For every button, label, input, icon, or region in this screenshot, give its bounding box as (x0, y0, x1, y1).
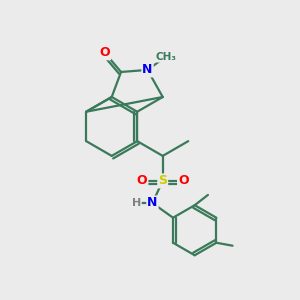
Text: CH₃: CH₃ (155, 52, 176, 62)
Text: N: N (142, 63, 153, 76)
Text: H: H (132, 198, 141, 208)
Text: O: O (100, 46, 110, 59)
Text: O: O (137, 174, 147, 188)
Text: S: S (158, 174, 167, 188)
Text: N: N (147, 196, 158, 209)
Text: O: O (178, 174, 189, 188)
